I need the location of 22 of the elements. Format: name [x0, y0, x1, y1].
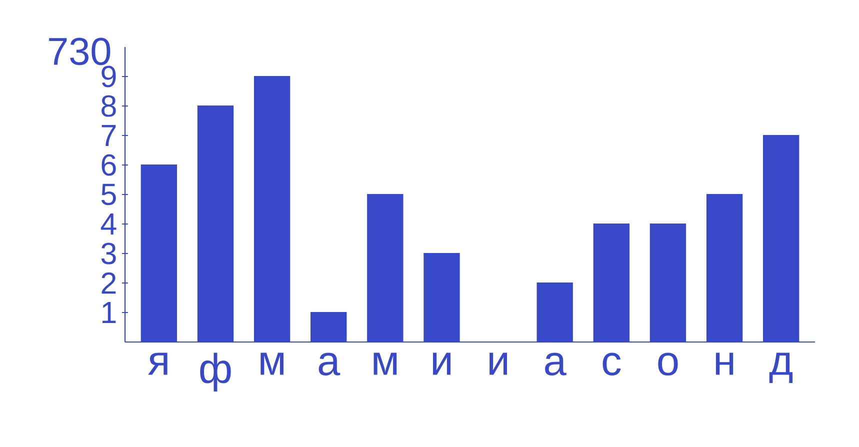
x-tick-label: с	[602, 352, 621, 376]
x-tick-label: я	[148, 352, 168, 375]
y-tick-label: 3	[101, 242, 116, 264]
x-tick-label: и	[433, 352, 450, 375]
y-tick-label: 4	[100, 214, 116, 234]
y-tick-label: 8	[102, 95, 116, 117]
chart-title: 730	[49, 38, 110, 66]
x-tick-label: н	[716, 352, 734, 375]
x-tick-label: и	[490, 352, 507, 375]
x-tick-label: о	[658, 352, 678, 376]
y-tick-label: 9	[102, 66, 116, 88]
y-tick-label: 7	[102, 125, 116, 146]
x-tick-label: м	[260, 352, 284, 375]
y-tick-label: 5	[101, 184, 116, 206]
x-tick-label: м	[374, 352, 397, 375]
y-tick-label: 2	[102, 272, 116, 294]
x-tick-label: а	[545, 352, 566, 376]
x-tick-label: д	[769, 352, 792, 383]
y-tick-label: 6	[102, 154, 116, 176]
x-tick-label: ф	[200, 352, 231, 392]
x-tick-label: а	[318, 352, 340, 376]
y-tick-label: 1	[102, 302, 116, 323]
